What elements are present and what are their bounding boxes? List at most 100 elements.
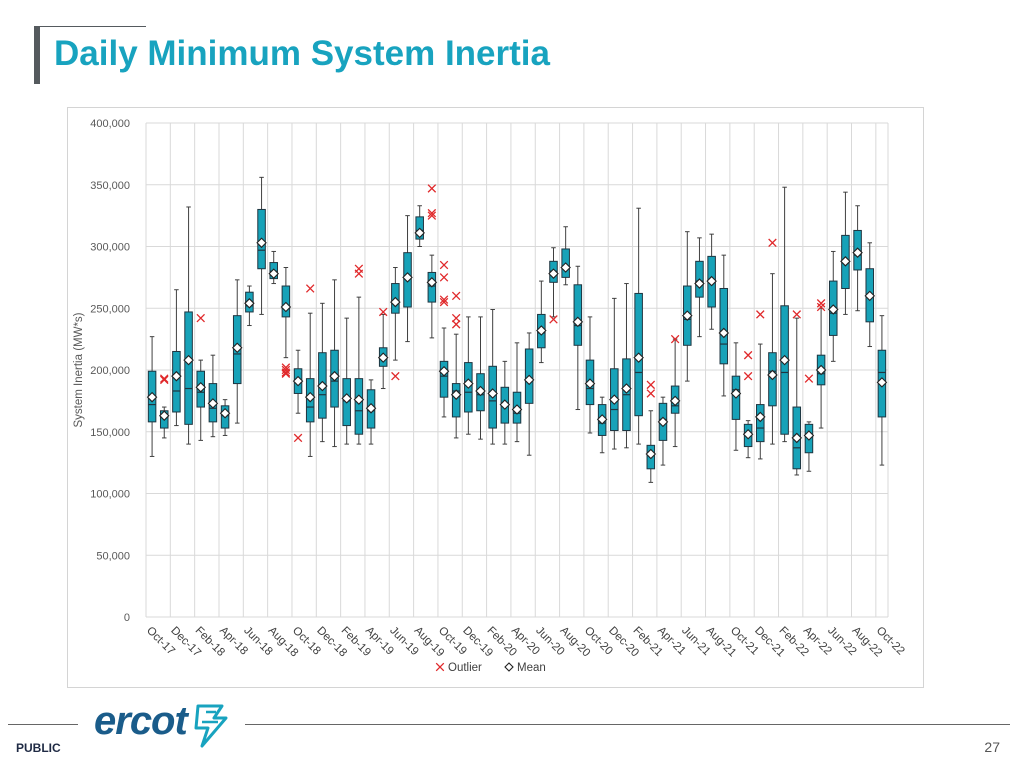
- mean-marker: [463, 378, 474, 389]
- mean-marker: [572, 316, 584, 328]
- mean-marker: [742, 428, 754, 440]
- box-jan-18: [184, 311, 193, 425]
- mean-marker: [244, 298, 255, 309]
- y-tick-label: 150,000: [90, 427, 130, 439]
- y-tick-label: 400,000: [90, 118, 130, 130]
- outlier-marker: [451, 291, 461, 301]
- mean-marker: [329, 370, 340, 382]
- y-tick-label: 0: [124, 612, 130, 624]
- outlier-marker: [816, 299, 826, 308]
- mean-marker: [584, 378, 596, 389]
- legend-mean-label: Mean: [517, 662, 546, 674]
- mean-marker: [536, 325, 547, 336]
- mean-marker: [852, 247, 863, 258]
- box-mar-19: [354, 378, 364, 435]
- outlier-marker: [792, 310, 802, 319]
- outlier-marker: [159, 375, 169, 385]
- legend-mean-marker: [504, 662, 514, 672]
- outlier-marker: [427, 184, 437, 193]
- outlier-marker: [281, 365, 291, 375]
- mean-marker: [365, 403, 377, 414]
- outlier-marker: [391, 371, 400, 381]
- mean-marker: [864, 290, 876, 302]
- box-dec-17: [172, 350, 181, 413]
- mean-marker: [499, 399, 511, 410]
- mean-marker: [390, 296, 401, 308]
- y-tick-label: 300,000: [90, 242, 130, 254]
- y-tick-label: 250,000: [90, 303, 130, 315]
- legend-outlier-marker: [435, 662, 445, 672]
- outlier-marker: [427, 208, 437, 218]
- mean-marker: [475, 385, 486, 397]
- title-accent-bar: [34, 26, 40, 84]
- mean-marker: [803, 430, 815, 441]
- mean-marker: [268, 268, 279, 279]
- outlier-marker: [743, 350, 753, 360]
- mean-marker: [682, 310, 693, 321]
- outlier-marker: [816, 302, 826, 312]
- mean-marker: [195, 382, 207, 393]
- box-oct-19: [439, 360, 449, 398]
- y-tick-label: 200,000: [90, 365, 130, 377]
- outlier-marker: [756, 310, 765, 319]
- box-dec-21: [756, 404, 765, 443]
- outlier-marker: [196, 313, 205, 323]
- boxplot-chart: 0 50,000 100,000 150,000 200,000 250,000 300,0…: [73, 118, 907, 674]
- mean-marker: [548, 268, 559, 279]
- outlier-marker: [439, 260, 449, 270]
- page-number: 27: [984, 739, 1000, 755]
- outlier-marker: [549, 315, 558, 324]
- mean-marker: [657, 416, 669, 428]
- mean-marker: [317, 380, 328, 392]
- mean-marker: [304, 391, 316, 403]
- outlier-marker: [768, 238, 777, 248]
- chart-frame: 0 50,000 100,000 150,000 200,000 250,000 300,0…: [67, 107, 924, 688]
- outlier-marker: [354, 269, 364, 278]
- mean-marker: [596, 414, 608, 425]
- mean-marker: [511, 404, 523, 415]
- mean-marker: [171, 370, 182, 382]
- mean-marker: [146, 391, 158, 403]
- outlier-marker: [646, 380, 656, 390]
- mean-marker: [840, 256, 851, 267]
- footer-rule-left: [8, 724, 78, 725]
- page-title: Daily Minimum System Inertia: [54, 34, 550, 73]
- outlier-marker: [439, 295, 449, 304]
- ercot-bolt-icon: [194, 704, 228, 748]
- mean-marker: [791, 432, 803, 444]
- mean-marker: [450, 389, 462, 400]
- mean-marker: [426, 277, 438, 288]
- mean-marker: [256, 237, 267, 249]
- mean-marker: [438, 365, 450, 377]
- mean-marker: [645, 448, 657, 460]
- mean-marker: [219, 407, 231, 419]
- mean-marker: [755, 411, 766, 423]
- box-sep-20: [573, 284, 583, 346]
- mean-marker: [341, 393, 352, 404]
- outlier-marker: [439, 273, 449, 282]
- mean-marker: [730, 388, 742, 399]
- mean-marker: [609, 394, 620, 405]
- mean-marker: [183, 354, 194, 366]
- mean-marker: [633, 352, 644, 363]
- mean-marker: [779, 354, 790, 366]
- y-tick-label: 50,000: [96, 550, 130, 562]
- ercot-logo: ercot: [94, 699, 188, 743]
- outlier-marker: [646, 389, 656, 398]
- mean-marker: [207, 398, 219, 409]
- outlier-marker: [378, 307, 388, 317]
- mean-marker: [560, 262, 571, 273]
- y-tick-label: 100,000: [90, 489, 130, 501]
- mean-marker: [767, 369, 778, 381]
- mean-marker: [694, 278, 705, 289]
- mean-marker: [815, 364, 827, 376]
- y-tick-label: 350,000: [90, 180, 130, 192]
- mean-marker: [621, 383, 632, 394]
- outlier-marker: [427, 211, 437, 220]
- mean-marker: [669, 395, 681, 407]
- mean-marker: [353, 394, 365, 405]
- mean-marker: [402, 272, 413, 283]
- box-sep-21: [719, 287, 729, 365]
- outlier-marker: [281, 368, 291, 377]
- footer-rule-right: [245, 724, 1010, 725]
